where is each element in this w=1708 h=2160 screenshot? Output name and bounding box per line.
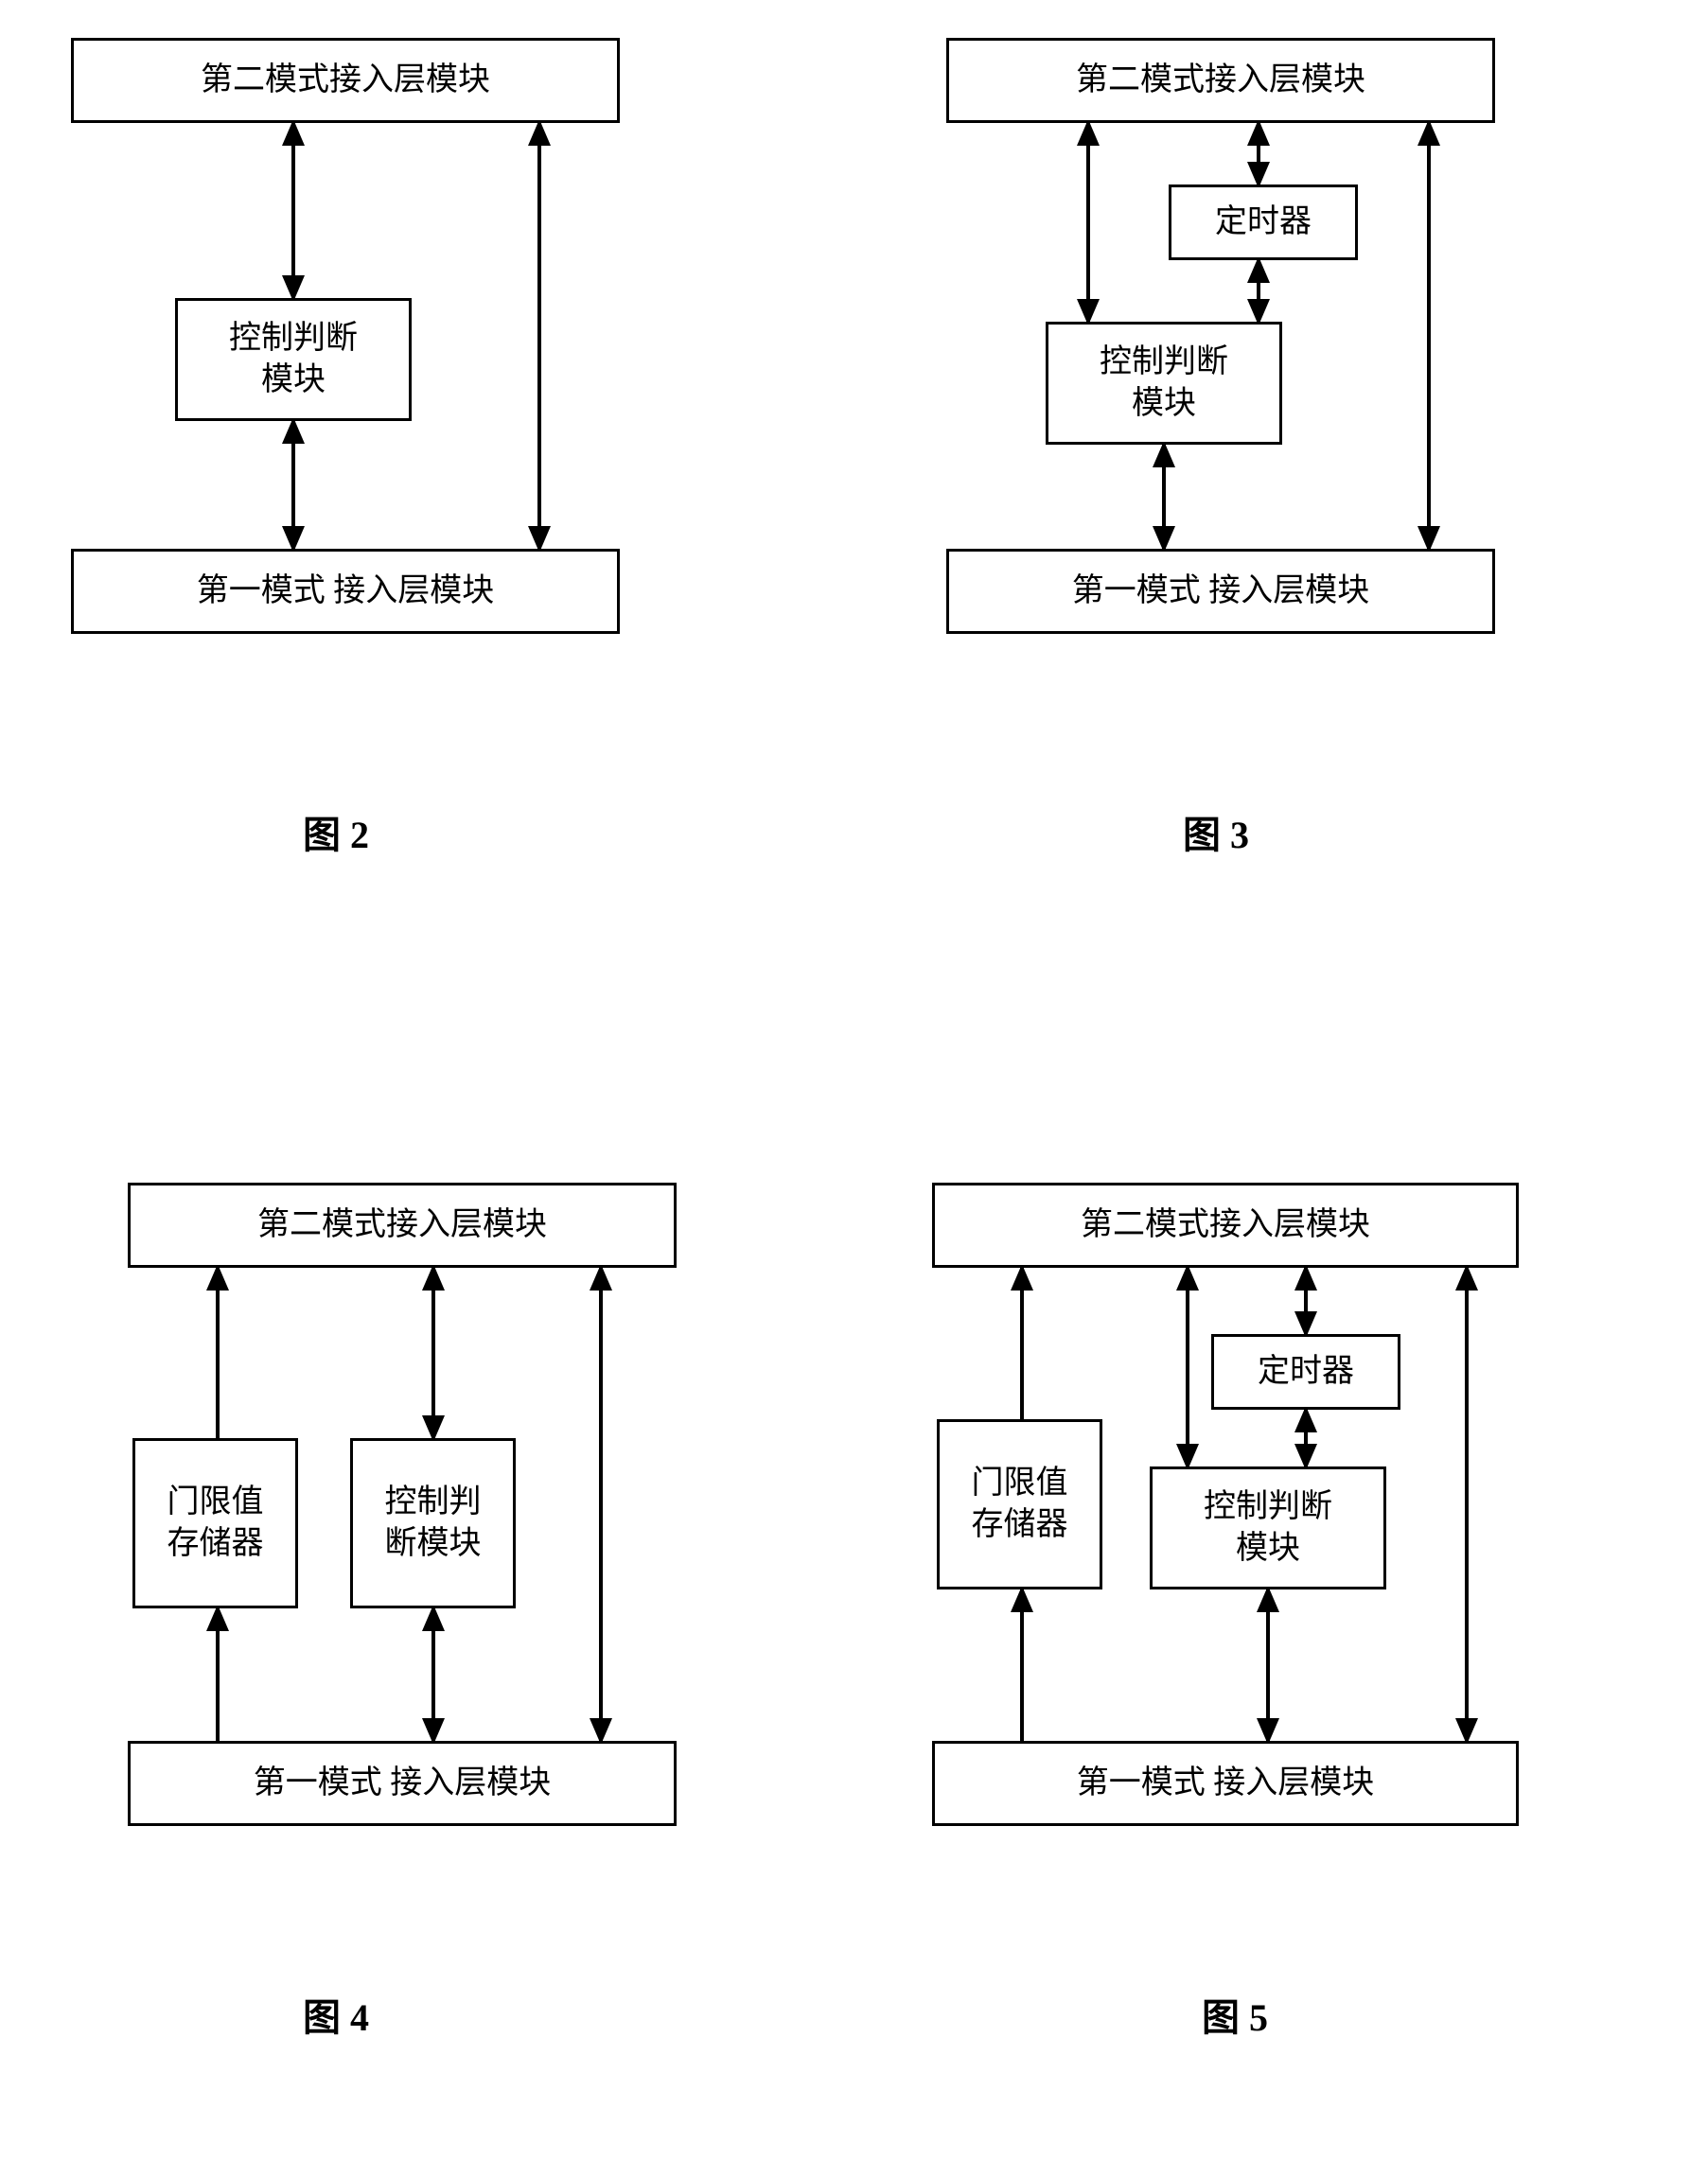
fig2-bottom-box: 第一模式 接入层模块 <box>71 549 620 634</box>
fig3-middle-label: 控制判断 模块 <box>1100 342 1228 425</box>
fig4-top-label: 第二模式接入层模块 <box>257 1204 547 1246</box>
fig4-threshold-box: 门限值 存储器 <box>132 1438 298 1608</box>
fig3-timer-label: 定时器 <box>1215 202 1312 243</box>
fig4-top-box: 第二模式接入层模块 <box>128 1183 677 1268</box>
fig5-control-label: 控制判断 模块 <box>1204 1486 1332 1570</box>
fig5-timer-label: 定时器 <box>1258 1351 1354 1393</box>
fig3-bottom-box: 第一模式 接入层模块 <box>946 549 1495 634</box>
fig2-middle-label: 控制判断 模块 <box>229 318 358 401</box>
fig2-top-label: 第二模式接入层模块 <box>201 60 490 101</box>
fig4-bottom-box: 第一模式 接入层模块 <box>128 1741 677 1826</box>
fig5-bottom-label: 第一模式 接入层模块 <box>1077 1763 1375 1804</box>
fig2-bottom-label: 第一模式 接入层模块 <box>197 571 495 612</box>
fig5-bottom-box: 第一模式 接入层模块 <box>932 1741 1519 1826</box>
fig2-caption: 图 2 <box>303 804 369 859</box>
fig5-top-label: 第二模式接入层模块 <box>1081 1204 1370 1246</box>
fig5-control-box: 控制判断 模块 <box>1150 1466 1386 1589</box>
fig3-timer-box: 定时器 <box>1169 184 1358 260</box>
fig4-control-label: 控制判 断模块 <box>385 1482 482 1565</box>
fig2-middle-box: 控制判断 模块 <box>175 298 412 421</box>
diagram-page: 第二模式接入层模块控制判断 模块第一模式 接入层模块图 2第二模式接入层模块定时… <box>38 38 1670 2122</box>
fig3-top-label: 第二模式接入层模块 <box>1076 60 1365 101</box>
fig4-caption: 图 4 <box>303 1987 369 2042</box>
fig4-threshold-label: 门限值 存储器 <box>167 1482 264 1565</box>
fig5-timer-box: 定时器 <box>1211 1334 1400 1410</box>
fig2-top-box: 第二模式接入层模块 <box>71 38 620 123</box>
fig5-threshold-label: 门限值 存储器 <box>972 1463 1068 1546</box>
fig3-bottom-label: 第一模式 接入层模块 <box>1072 571 1370 612</box>
fig3-middle-box: 控制判断 模块 <box>1046 322 1282 445</box>
fig5-top-box: 第二模式接入层模块 <box>932 1183 1519 1268</box>
fig3-top-box: 第二模式接入层模块 <box>946 38 1495 123</box>
fig5-threshold-box: 门限值 存储器 <box>937 1419 1102 1589</box>
fig5-caption: 图 5 <box>1202 1987 1268 2042</box>
fig3-caption: 图 3 <box>1183 804 1249 859</box>
fig4-control-box: 控制判 断模块 <box>350 1438 516 1608</box>
fig4-bottom-label: 第一模式 接入层模块 <box>254 1763 552 1804</box>
